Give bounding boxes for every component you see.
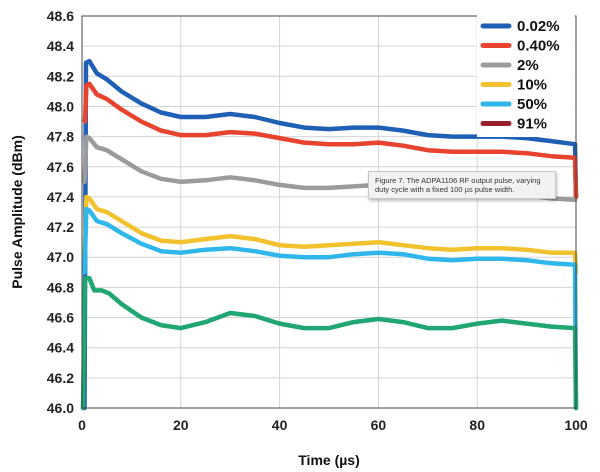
legend-label-0: 0.02% — [517, 18, 560, 35]
x-tick-label: 80 — [469, 417, 485, 433]
y-tick-label: 48.0 — [47, 98, 74, 114]
y-tick-label: 46.2 — [47, 370, 74, 386]
legend: 0.02% 0.40% 2% 10% 50% 91% — [477, 14, 575, 137]
y-tick-label: 48.2 — [47, 68, 74, 84]
y-tick-label: 46.8 — [47, 279, 74, 295]
y-tick-label: 48.4 — [47, 38, 74, 54]
series-line-5 — [80, 276, 579, 411]
y-tick-label: 46.0 — [47, 400, 74, 416]
legend-label-2: 2% — [517, 57, 539, 74]
legend-label-5: 91% — [517, 116, 547, 133]
series-line-4 — [82, 206, 579, 411]
y-axis-title: Pulse Amplitude (dBm) — [9, 135, 25, 289]
y-tick-label: 47.8 — [47, 129, 74, 145]
series-line-1 — [82, 81, 579, 200]
legend-label-4: 50% — [517, 96, 547, 113]
y-tick-label: 47.6 — [47, 159, 74, 175]
x-axis-title: Time (µs) — [298, 452, 360, 468]
y-tick-label: 46.4 — [47, 340, 74, 356]
x-tick-label: 100 — [564, 417, 588, 433]
y-tick-label: 47.0 — [47, 249, 74, 265]
legend-box — [477, 14, 575, 137]
y-tick-labels: 46.0 46.2 46.4 46.6 46.8 47.0 47.2 47.4 47.6 47.8… — [47, 8, 74, 416]
y-tick-label: 47.2 — [47, 219, 74, 235]
x-tick-label: 40 — [272, 417, 288, 433]
x-tick-label: 20 — [173, 417, 189, 433]
y-tick-label: 47.4 — [47, 189, 74, 205]
y-tick-label: 46.6 — [47, 310, 74, 326]
x-tick-labels: 0 20 40 60 80 100 — [78, 417, 588, 433]
annotation-tooltip: Figure 7. The ADPA1106 RF output pulse, … — [368, 171, 556, 199]
x-tick-label: 60 — [371, 417, 387, 433]
plot-frame — [81, 15, 577, 409]
legend-label-3: 10% — [517, 77, 547, 94]
legend-label-1: 0.40% — [517, 38, 560, 55]
series-line-3 — [82, 194, 579, 275]
y-tick-label: 48.6 — [47, 8, 74, 24]
x-tick-label: 0 — [78, 417, 86, 433]
